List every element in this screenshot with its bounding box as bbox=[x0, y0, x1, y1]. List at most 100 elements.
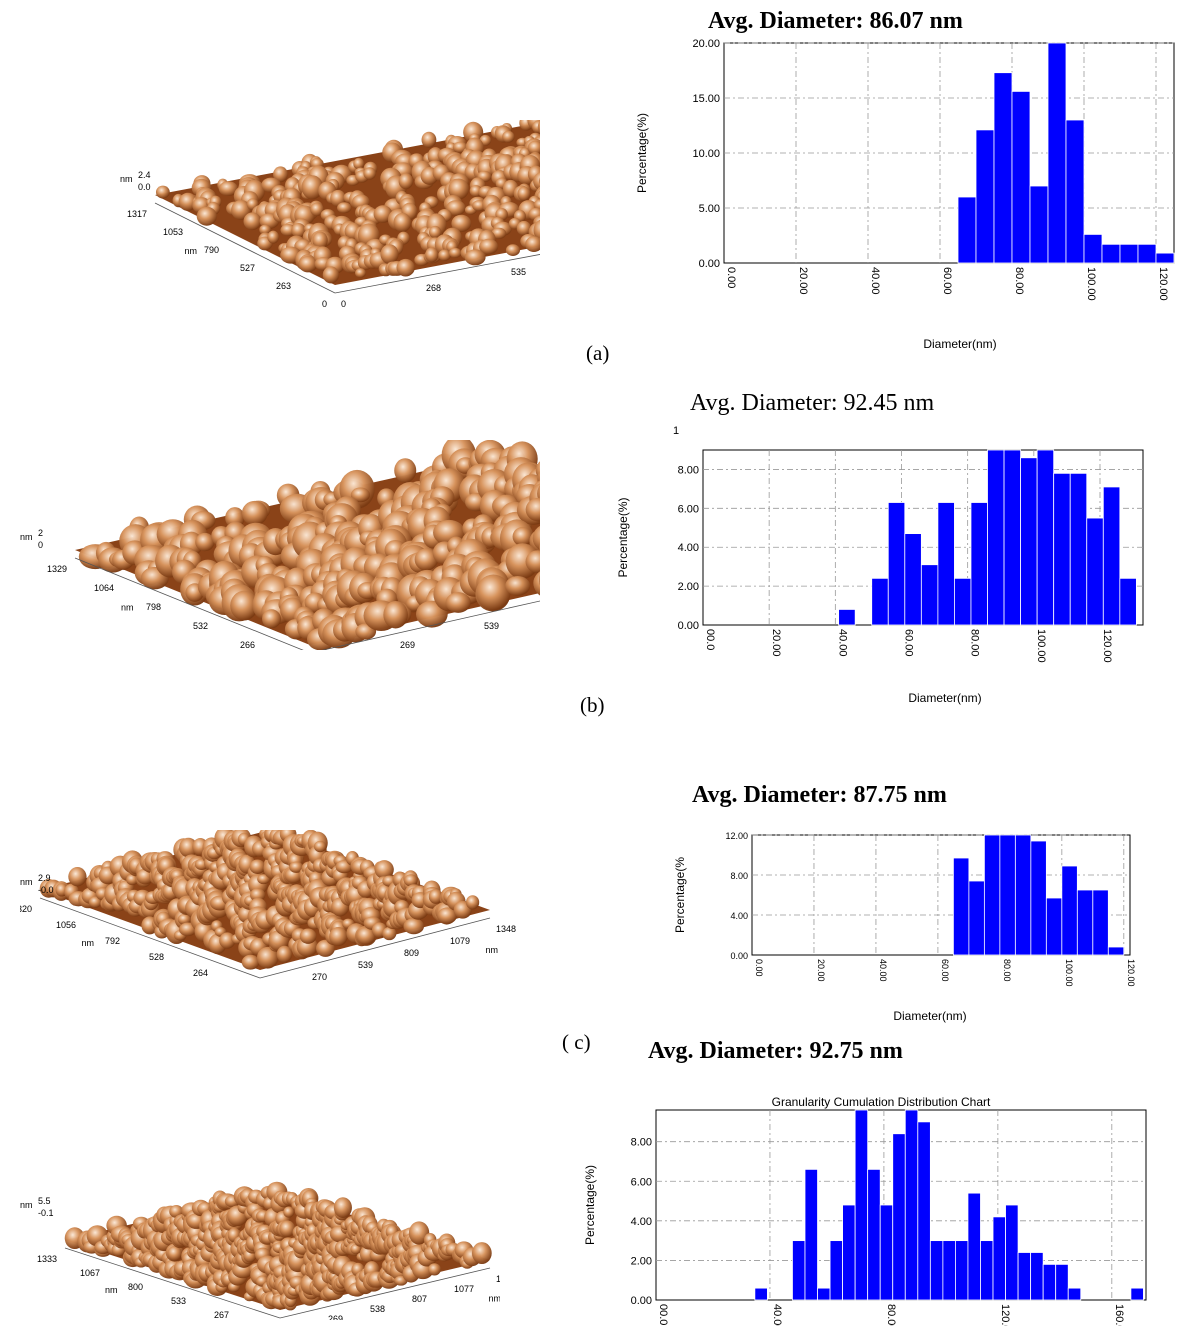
histogram-bar bbox=[867, 1168, 881, 1301]
afm-y-unit: nm bbox=[105, 1285, 118, 1295]
afm-y-tick: 790 bbox=[204, 245, 219, 255]
histogram-bar bbox=[871, 577, 889, 626]
afm-grain bbox=[179, 837, 198, 858]
histogram-bar bbox=[1014, 834, 1032, 956]
histogram-bar bbox=[1036, 449, 1055, 626]
histogram-bar bbox=[754, 1287, 768, 1301]
y-tick-label: 6.00 bbox=[631, 1176, 652, 1188]
x-tick-label: 100.00 bbox=[1085, 267, 1097, 301]
histogram-bar bbox=[920, 564, 939, 626]
afm-grain bbox=[476, 574, 511, 611]
afm-z-unit: nm bbox=[20, 1200, 33, 1210]
afm-y-tick: 532 bbox=[193, 621, 208, 631]
afm-grain bbox=[350, 1243, 362, 1255]
histogram-bar bbox=[1155, 252, 1175, 264]
afm-grain bbox=[403, 918, 425, 935]
histogram-bar bbox=[1017, 1252, 1032, 1301]
histogram-bar bbox=[1053, 472, 1071, 626]
afm-grain bbox=[218, 181, 238, 197]
histogram-bar bbox=[1042, 1263, 1057, 1301]
panel-label-c: ( c) bbox=[562, 1030, 591, 1054]
afm-y-axis bbox=[39, 897, 261, 979]
afm-x-tick: 268 bbox=[426, 283, 441, 293]
afm-x-tick: 539 bbox=[358, 960, 373, 970]
afm-z-unit: nm bbox=[20, 877, 33, 887]
x-tick-label: 160.00 bbox=[1113, 1304, 1125, 1326]
afm-grain bbox=[196, 206, 217, 226]
afm-x-tick: 538 bbox=[370, 1304, 385, 1314]
afm-y-tick: 1056 bbox=[56, 920, 76, 930]
x-tick-label: 40.00 bbox=[836, 629, 848, 657]
histogram-bar bbox=[1030, 840, 1047, 956]
afm-grain bbox=[353, 157, 365, 170]
afm-grain bbox=[363, 167, 376, 180]
afm-grain bbox=[533, 219, 540, 241]
afm-x-tick: 539 bbox=[484, 621, 499, 631]
histogram-bar bbox=[992, 1216, 1006, 1301]
afm-y-tick: 792 bbox=[105, 936, 120, 946]
y-tick-label: 8.00 bbox=[678, 464, 699, 476]
afm-grain bbox=[517, 186, 531, 201]
afm-image-c: 027053980910791348nm132010567925282640nm… bbox=[20, 830, 516, 980]
y-tick-label: 8.00 bbox=[730, 871, 748, 881]
histogram-bar bbox=[917, 1121, 931, 1301]
afm-grain bbox=[243, 212, 262, 231]
afm-grain bbox=[425, 247, 439, 263]
afm-y-tick: 1320 bbox=[20, 904, 32, 914]
afm-z-min: -0.0 bbox=[38, 885, 54, 895]
afm-grain bbox=[301, 175, 324, 200]
afm-grain bbox=[313, 840, 327, 853]
afm-grain bbox=[68, 866, 87, 887]
x-tick-label: 80.00 bbox=[885, 1304, 897, 1326]
afm-grain bbox=[525, 497, 540, 522]
histogram-bar bbox=[1045, 897, 1063, 956]
afm-z-unit: nm bbox=[20, 532, 33, 542]
afm-grain bbox=[539, 177, 540, 185]
histogram-bar bbox=[1020, 457, 1038, 626]
histogram-bar bbox=[1069, 472, 1088, 626]
histogram-bar bbox=[1011, 91, 1031, 264]
afm-y-unit: nm bbox=[184, 246, 197, 256]
histogram-bar bbox=[817, 1287, 831, 1301]
afm-y-unit: nm bbox=[81, 938, 94, 948]
afm-x-tick: 269 bbox=[400, 640, 415, 650]
afm-z-unit: nm bbox=[120, 174, 133, 184]
afm-grain bbox=[329, 927, 348, 947]
afm-y-tick: 1329 bbox=[47, 564, 67, 574]
afm-grain bbox=[257, 874, 271, 885]
x-tick-label: 0.00 bbox=[725, 267, 737, 288]
afm-x-tick: 1079 bbox=[450, 936, 470, 946]
afm-grain bbox=[428, 889, 443, 904]
histogram-bar bbox=[904, 1109, 919, 1301]
afm-grain bbox=[414, 548, 439, 571]
histogram-bar bbox=[929, 1240, 944, 1301]
histogram-bar bbox=[1130, 1287, 1144, 1301]
y-tick-label: 0.00 bbox=[631, 1295, 652, 1307]
histogram-bar bbox=[1102, 486, 1121, 626]
afm-x-axis bbox=[279, 1267, 491, 1319]
histogram-bar bbox=[892, 1133, 906, 1301]
y-tick-label: 10.00 bbox=[692, 148, 720, 160]
afm-grain bbox=[350, 487, 370, 503]
y-axis-label: Percentage(%) bbox=[635, 113, 649, 193]
x-axis-label: Diameter(nm) bbox=[908, 691, 981, 705]
histogram-bar bbox=[842, 1204, 856, 1301]
afm-grain bbox=[298, 256, 318, 273]
top-label: 1 bbox=[673, 425, 679, 437]
afm-grain bbox=[241, 500, 268, 526]
afm-grain bbox=[355, 268, 366, 278]
x-tick-label: 20.00 bbox=[797, 267, 809, 295]
afm-x-tick: 809 bbox=[404, 948, 419, 958]
afm-grain bbox=[448, 178, 469, 200]
afm-x-tick: 270 bbox=[312, 972, 327, 980]
chart-title: Granularity Cumulation Distribution Char… bbox=[772, 1095, 991, 1109]
histogram-bar bbox=[1029, 185, 1049, 264]
afm-grain bbox=[537, 120, 540, 134]
afm-grain bbox=[230, 590, 258, 621]
afm-z-min: 0 bbox=[38, 540, 43, 550]
histogram-bar bbox=[987, 449, 1005, 626]
histogram-bar bbox=[804, 1168, 818, 1301]
histogram-bar bbox=[1055, 1263, 1069, 1301]
afm-y-tick: 1333 bbox=[37, 1254, 57, 1264]
